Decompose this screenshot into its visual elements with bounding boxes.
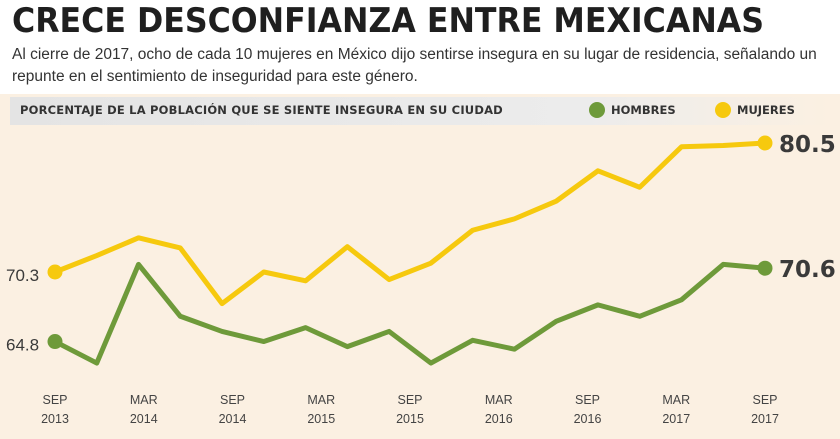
series-line-mujeres — [52, 140, 768, 307]
x-tick-label: 2016 — [485, 412, 513, 426]
x-tick-label: MAR — [662, 393, 690, 407]
x-tick-label: SEP — [752, 393, 777, 407]
legend-bar: PORCENTAJE DE LA POBLACIÓN QUE SE SIENTE… — [10, 97, 830, 125]
x-tick-label: 2014 — [219, 412, 247, 426]
legend-item-hombres: HOMBRES — [589, 102, 676, 118]
legend-item-mujeres: MUJERES — [715, 102, 795, 118]
x-tick-label: SEP — [220, 393, 245, 407]
x-tick-label: 2016 — [574, 412, 602, 426]
legend-label-hombres: HOMBRES — [611, 103, 676, 117]
legend-dot-hombres — [589, 102, 605, 118]
start-point-hombres — [47, 334, 63, 350]
x-tick-label: 2017 — [751, 412, 779, 426]
legend-title: PORCENTAJE DE LA POBLACIÓN QUE SE SIENTE… — [20, 103, 503, 117]
x-tick-label: SEP — [42, 393, 67, 407]
subtitle: Al cierre de 2017, ocho de cada 10 mujer… — [12, 46, 817, 85]
end-label-hombres: 70.6 — [779, 257, 836, 283]
x-tick-label: 2013 — [41, 412, 69, 426]
x-tick-label: MAR — [307, 393, 335, 407]
header: CRECE DESCONFIANZA ENTRE MEXICANAS Al ci… — [0, 0, 840, 94]
legend-dot-mujeres — [715, 102, 731, 118]
legend-label-mujeres: MUJERES — [737, 103, 795, 117]
x-tick-label: 2014 — [130, 412, 158, 426]
x-tick-label: 2015 — [396, 412, 424, 426]
start-label-hombres: 64.8 — [6, 336, 39, 355]
start-point-mujeres — [47, 264, 63, 280]
page-title: CRECE DESCONFIANZA ENTRE MEXICANAS — [12, 1, 765, 41]
start-label-mujeres: 70.3 — [6, 266, 39, 285]
end-label-mujeres: 80.5 — [779, 132, 836, 158]
series-line-hombres — [52, 261, 768, 366]
x-tick-label: 2017 — [662, 412, 690, 426]
end-point-hombres — [757, 260, 773, 276]
x-tick-label: 2015 — [307, 412, 335, 426]
end-point-mujeres — [757, 135, 773, 151]
x-tick-label: MAR — [485, 393, 513, 407]
x-tick-label: MAR — [130, 393, 158, 407]
x-tick-label: SEP — [575, 393, 600, 407]
x-tick-label: SEP — [397, 393, 422, 407]
